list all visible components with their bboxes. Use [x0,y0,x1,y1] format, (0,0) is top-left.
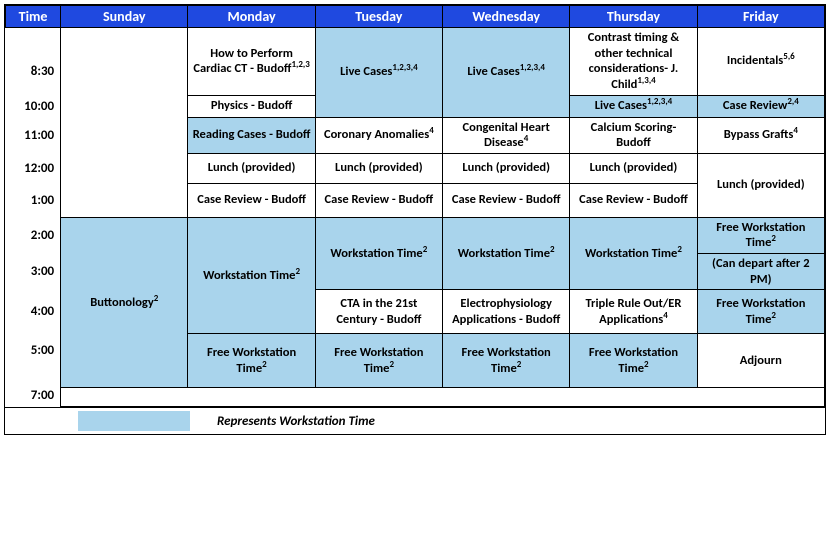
time-400: 4:00 [6,290,61,334]
col-thursday: Thursday [570,6,697,28]
time-700: 7:00 [6,388,61,407]
col-monday: Monday [188,6,315,28]
wed-1200: Lunch (provided) [443,153,570,183]
time-500: 5:00 [6,334,61,368]
fri-1000: Case Review2,4 [697,95,824,117]
mon-1100: Reading Cases - Budoff [188,117,315,153]
wed-100: Case Review - Budoff [443,183,570,217]
fri-free2: Free Workstation Time2 [697,290,824,334]
bottom-empty [61,388,825,407]
fri-1100: Bypass Grafts4 [697,117,824,153]
fri-lunch: Lunch (provided) [697,153,824,217]
wed-free: Free Workstation Time2 [443,334,570,388]
thu-ws: Workstation Time2 [570,217,697,290]
mon-1000: Physics - Budoff [188,95,315,117]
col-sunday: Sunday [61,6,188,28]
col-friday: Friday [697,6,824,28]
time-200: 2:00 [6,217,61,253]
tue-1200: Lunch (provided) [315,153,442,183]
thu-100: Case Review - Budoff [570,183,697,217]
time-830: 8:30 [6,49,61,95]
wed-live: Live Cases1,2,3,4 [443,28,570,118]
thu-1200: Lunch (provided) [570,153,697,183]
mon-ws: Workstation Time2 [188,217,315,334]
mon-free: Free Workstation Time2 [188,334,315,388]
tue-400: CTA in the 21st Century - Budoff [315,290,442,334]
legend-swatch [78,411,190,431]
fri-adjourn: Adjourn [697,334,824,388]
mon-100: Case Review - Budoff [188,183,315,217]
fri-free1: Free Workstation Time2 [697,217,824,253]
legend-text: Represents Workstation Time [211,408,825,435]
wed-ws: Workstation Time2 [443,217,570,290]
tue-1100: Coronary Anomalies4 [315,117,442,153]
mon-830: How to Perform Cardiac CT - Budoff1,2,3 [188,28,315,96]
thu-free: Free Workstation Time2 [570,334,697,388]
time-300: 3:00 [6,254,61,290]
time-1000: 10:00 [6,95,61,117]
mon-1200: Lunch (provided) [188,153,315,183]
sun-morning [61,28,188,218]
thu-1000: Live Cases1,2,3,4 [570,95,697,117]
tue-free: Free Workstation Time2 [315,334,442,388]
time-1200: 12:00 [6,153,61,183]
time-spacer [6,28,61,49]
thu-1100: Calcium Scoring- Budoff [570,117,697,153]
header-row: Time Sunday Monday Tuesday Wednesday Thu… [6,6,825,28]
col-tuesday: Tuesday [315,6,442,28]
wed-400: Electrophysiology Applications - Budoff [443,290,570,334]
time-1100: 11:00 [6,117,61,153]
time-700-spacer [6,368,61,388]
fri-830: Incidentals5,6 [697,28,824,96]
thu-400: Triple Rule Out/ER Applications4 [570,290,697,334]
schedule-container: Time Sunday Monday Tuesday Wednesday Thu… [4,4,826,435]
tue-live: Live Cases1,2,3,4 [315,28,442,118]
sun-button: Buttonology2 [61,217,188,388]
time-100: 1:00 [6,183,61,217]
tue-100: Case Review - Budoff [315,183,442,217]
wed-1100: Congenital Heart Disease4 [443,117,570,153]
tue-ws: Workstation Time2 [315,217,442,290]
thu-830: Contrast timing & other technical consid… [570,28,697,96]
col-time: Time [6,6,61,28]
fri-depart: (Can depart after 2 PM) [697,254,824,290]
legend-table: Represents Workstation Time [5,407,825,434]
col-wednesday: Wednesday [443,6,570,28]
schedule-table: Time Sunday Monday Tuesday Wednesday Thu… [5,5,825,407]
